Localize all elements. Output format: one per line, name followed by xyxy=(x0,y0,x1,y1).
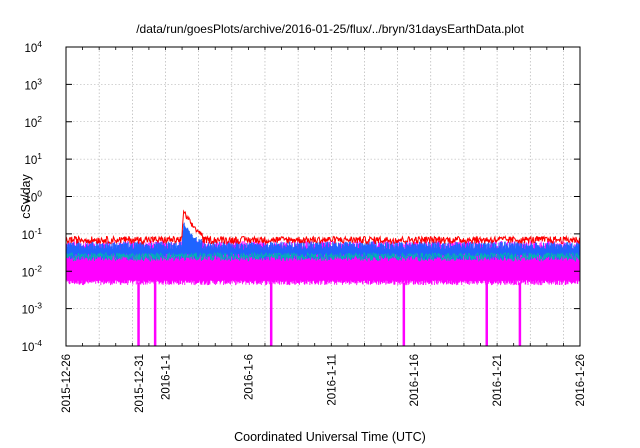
axis-ticks: 10-4 10-3 10-2 10-1 100 101 102 103 104 2015-12-2… xyxy=(22,39,587,413)
y-tick-label: 104 xyxy=(24,39,42,55)
y-tick-label: 101 xyxy=(24,151,42,167)
dropout-mark xyxy=(518,282,522,346)
x-tick-label: 2016-1-26 xyxy=(575,354,587,406)
y-tick-label: 10-1 xyxy=(22,226,43,242)
y-tick-label: 10-4 xyxy=(22,338,43,354)
series-red xyxy=(65,209,581,246)
y-tick-label: 103 xyxy=(24,76,42,92)
y-tick-label: 10-3 xyxy=(22,301,43,317)
series-teal xyxy=(65,251,581,263)
x-tick-label: 2016-1-21 xyxy=(492,354,504,406)
x-tick-label: 2016-1-1 xyxy=(160,354,172,400)
x-tick-label: 2015-12-31 xyxy=(134,354,146,413)
y-tick-label: 102 xyxy=(24,114,42,130)
dropout-mark xyxy=(153,282,157,346)
x-tick-label: 2016-1-11 xyxy=(326,354,338,406)
x-axis-title: Coordinated Universal Time (UTC) xyxy=(234,430,426,444)
dropout-mark xyxy=(137,282,140,346)
dropout-mark xyxy=(402,282,406,346)
y-axis-title: cSv/day xyxy=(19,174,33,219)
series-group xyxy=(65,209,581,346)
dropout-mark xyxy=(269,282,273,346)
y-tick-label: 100 xyxy=(24,189,42,205)
dropout-mark xyxy=(485,282,488,346)
x-tick-label: 2015-12-26 xyxy=(61,354,73,413)
x-tick-label: 2016-1-6 xyxy=(243,354,255,400)
y-tick-label: 10-2 xyxy=(22,263,43,279)
grid xyxy=(66,47,580,346)
x-tick-label: 2016-1-16 xyxy=(409,354,421,406)
chart-title: /data/run/goesPlots/archive/2016-01-25/f… xyxy=(136,22,524,36)
